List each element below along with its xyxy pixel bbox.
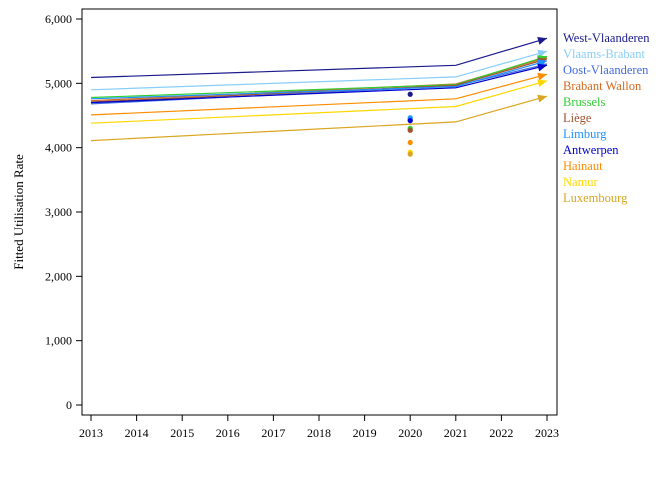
- x-tick-label: 2021: [444, 426, 468, 440]
- series-line-9: [90, 80, 548, 124]
- y-tick-label: 0: [66, 398, 72, 412]
- legend-entry: Brussels: [563, 95, 606, 109]
- y-axis-title: Fitted Utilisation Rate: [11, 154, 26, 270]
- y-tick-label: 5,000: [45, 76, 72, 90]
- legend-entry: Namur: [563, 175, 599, 189]
- legend-entry: Hainaut: [563, 159, 603, 173]
- x-tick-label: 2016: [216, 426, 240, 440]
- series-line-8: [90, 73, 548, 116]
- legend-entry: Brabant Wallon: [563, 79, 642, 93]
- x-tick-label: 2019: [353, 426, 377, 440]
- legend-entry: Luxembourg: [563, 191, 628, 205]
- legend-entry: Antwerpen: [563, 143, 619, 157]
- series-line-7: [90, 64, 548, 104]
- observed-point-10: [407, 151, 413, 157]
- series-arrowhead-0: [537, 37, 547, 45]
- y-axis: 0 1,000 2,000 3,000 4,000 5,000 6,000: [45, 12, 82, 412]
- observed-point-5: [407, 127, 413, 133]
- series-line-1: [90, 50, 548, 91]
- observed-point-8: [407, 139, 413, 146]
- series-line-0: [90, 37, 548, 79]
- x-tick-label: 2023: [535, 426, 559, 440]
- x-tick-label: 2020: [398, 426, 422, 440]
- y-tick-label: 4,000: [45, 141, 72, 155]
- observed-point-7: [407, 118, 413, 124]
- x-tick-label: 2018: [307, 426, 331, 440]
- series-arrowhead-8: [537, 72, 547, 81]
- x-tick-label: 2013: [79, 426, 103, 440]
- y-tick-label: 1,000: [45, 334, 72, 348]
- legend-entry: Oost-Vlaanderen: [563, 63, 649, 77]
- series-line-10: [90, 95, 548, 142]
- legend-entry: Limburg: [563, 127, 607, 141]
- y-tick-label: 3,000: [45, 205, 72, 219]
- series-line-4: [90, 55, 548, 99]
- series-line-5: [90, 58, 548, 103]
- x-tick-label: 2017: [261, 426, 285, 440]
- legend: West-Vlaanderen Vlaams-Brabant Oost-Vlaand…: [563, 31, 650, 205]
- observed-point-0: [407, 91, 413, 97]
- series-arrowhead-10: [537, 94, 547, 103]
- series-line-6: [90, 60, 548, 100]
- legend-entry: West-Vlaanderen: [563, 31, 650, 45]
- observed-points-layer: [407, 91, 413, 157]
- y-tick-label: 6,000: [45, 12, 72, 26]
- x-tick-label: 2022: [489, 426, 513, 440]
- series-arrowhead-7: [537, 63, 547, 72]
- legend-entry: Liège: [563, 111, 592, 125]
- series-layer: [90, 37, 548, 142]
- y-tick-label: 2,000: [45, 269, 72, 283]
- legend-entry: Vlaams-Brabant: [563, 47, 645, 61]
- x-tick-label: 2015: [170, 426, 194, 440]
- x-axis: 2013 2014 2015 2016 2017 2018 2019 2020 2021 2022…: [79, 415, 559, 440]
- series-arrowhead-9: [537, 79, 547, 88]
- x-tick-label: 2014: [125, 426, 149, 440]
